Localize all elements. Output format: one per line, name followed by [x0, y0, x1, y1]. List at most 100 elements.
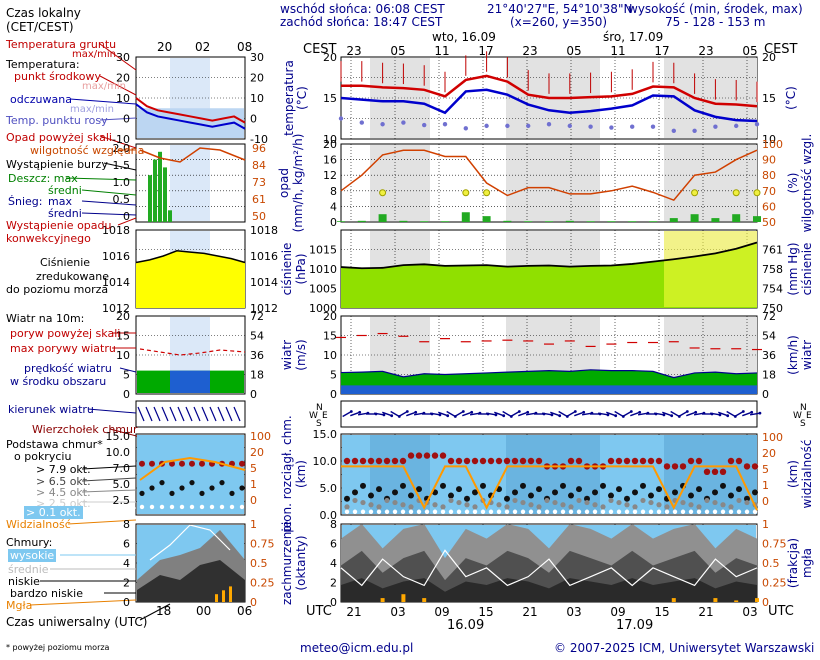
dew-point: [442, 122, 448, 127]
cloud-base-01: [728, 509, 734, 514]
precip-bar: [378, 214, 387, 222]
mini-wind-arrow: [225, 406, 233, 422]
legend-connector: [117, 217, 137, 226]
mini-vis-line: [139, 456, 246, 481]
precip-bar: [649, 221, 657, 222]
cloud-base-45: [560, 502, 566, 508]
storm-marker: [462, 189, 470, 197]
storm-marker: [483, 189, 491, 197]
cloud-tick: 15.0: [313, 428, 338, 441]
wind-arrow-head: [662, 413, 666, 417]
mini-vis-tick: 1: [250, 478, 257, 491]
wind-line: [340, 369, 758, 379]
legend-wind-speed: prędkość wiatru: [24, 362, 112, 375]
cloud-base-65: [472, 489, 478, 496]
mini-vis-tick: 0: [250, 494, 257, 507]
wind-arrow: [373, 412, 385, 416]
cloud-base-79: [727, 457, 735, 465]
wind-arrow: [454, 410, 464, 418]
coords: 21°40'27"E, 54°10'38"N: [487, 2, 633, 16]
legend-cloud-top: Wierzchołek chmur: [32, 423, 138, 436]
mini-fog-tick: 0: [250, 596, 257, 609]
wind-arrow-head: [358, 410, 362, 414]
axis-cloud-label: pion. rozciągł. chm.: [280, 415, 294, 533]
legend-press2: zredukowane: [36, 270, 109, 283]
precip-bar: [482, 216, 491, 222]
mini-press-tick-r: 1014: [250, 276, 278, 289]
legend-fog: Mgła: [6, 599, 33, 612]
fog-bar: [671, 598, 676, 602]
cest-hour: 17: [478, 44, 493, 58]
legend-gust-max: max porywy wiatru: [10, 342, 116, 355]
legend-okta-1: > 7.9 okt.: [36, 463, 91, 476]
cloud-base-65: [752, 489, 758, 496]
legend-press3: do poziomu morza: [6, 283, 109, 296]
mini-wind-arrow: [185, 406, 193, 422]
elevation-title: wysokość (min, środek, max): [628, 2, 803, 16]
cloud-base-79: [567, 457, 575, 465]
mini-cover-low: [137, 560, 245, 602]
fog-bar: [755, 598, 759, 602]
mini-gust-line: [139, 348, 246, 356]
footer-email[interactable]: meteo@icm.edu.pl: [300, 641, 414, 655]
cloud-base-79: [663, 463, 671, 470]
storm-marker: [753, 189, 761, 197]
wind-arrow-head: [461, 410, 465, 413]
mini-cloud-01: [219, 504, 225, 510]
cloud-base-01: [368, 509, 374, 514]
axis-hum-unit: (%): [786, 173, 800, 194]
cloud-base-45: [648, 499, 654, 506]
cloud-base-45: [528, 502, 534, 508]
wind-arrow: [494, 411, 504, 417]
cloud-base-65: [536, 486, 542, 493]
cloud-base-79: [487, 457, 495, 465]
legend-connector: [81, 212, 137, 216]
mini-precip-tick: 0.5: [113, 193, 131, 206]
cloud-base-01: [536, 509, 542, 514]
mini-wind-arrow: [217, 406, 225, 422]
utc-left: UTC: [306, 604, 332, 619]
mini-temp-tick-r: 30: [250, 51, 264, 64]
mini-cloud-01: [189, 504, 195, 510]
cloud-base-01: [504, 509, 510, 514]
cloud-base-45: [592, 502, 598, 508]
cloud-base-65: [376, 486, 382, 493]
wind-arrow: [518, 411, 528, 417]
dir-n-r: N: [800, 403, 807, 413]
wind-arrow-head: [446, 414, 450, 418]
cloud-base-45: [512, 497, 518, 504]
legend-temp-mid: punkt środkowy: [14, 70, 102, 83]
cloud-base-01: [680, 509, 686, 514]
legend-time-bottom-2: 00: [196, 604, 212, 618]
dir-w: W: [309, 411, 318, 421]
wind-arrow: [742, 411, 752, 417]
mini-pressure-line: [135, 250, 246, 264]
cloud-base-79: [735, 457, 743, 465]
precip-bar: [461, 212, 470, 222]
cloud-base-65: [512, 489, 518, 496]
mini-wind-kmh: 72: [250, 310, 264, 323]
press-mmhg-tick: 750: [762, 302, 783, 315]
legend-time-utc: Czas uniwersalny (UTC): [6, 615, 148, 629]
date1: 16.09: [447, 618, 485, 633]
elevation-values: 75 - 128 - 153 m: [665, 15, 766, 29]
cloud-base-65: [528, 492, 534, 499]
axis-press-label: ciśnienie: [280, 243, 294, 296]
cloud-base-01: [520, 509, 526, 514]
precip-bar: [732, 214, 741, 222]
cloud-base-45: [728, 504, 734, 510]
wind-arrow-head: [550, 413, 554, 417]
mini-cloud-01: [239, 504, 245, 510]
precip-bar: [753, 216, 761, 222]
dew-point: [609, 125, 614, 130]
wind-arrow: [718, 411, 728, 417]
dew-point: [422, 122, 427, 128]
cloud-base-45: [344, 504, 350, 510]
wind-arrow: [510, 410, 520, 418]
dew-point: [630, 124, 635, 129]
mini-cloud-bg: [137, 435, 244, 514]
wind-arrow: [614, 410, 624, 418]
mini-cloud-65: [139, 490, 145, 496]
legend-connector: [29, 599, 137, 606]
cloud-base-45: [680, 499, 686, 506]
